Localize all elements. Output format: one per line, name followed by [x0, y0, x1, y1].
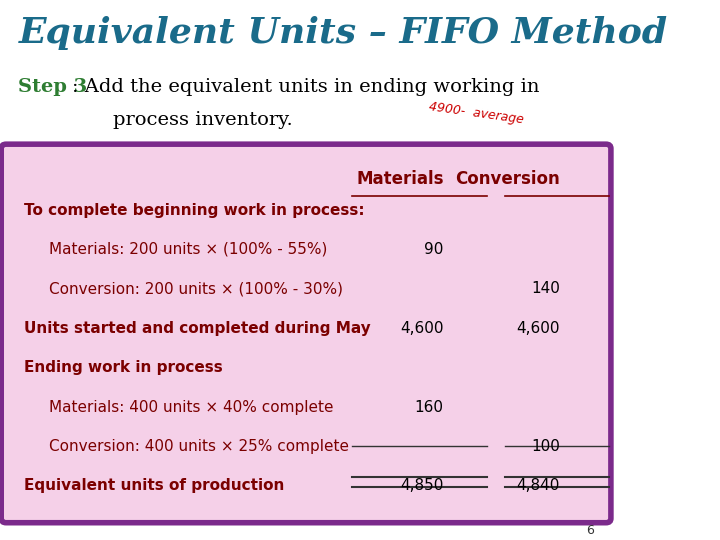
Text: Ending work in process: Ending work in process — [24, 360, 223, 375]
Text: Conversion: 400 units × 25% complete: Conversion: 400 units × 25% complete — [49, 439, 349, 454]
Text: 4900-  average: 4900- average — [428, 100, 525, 126]
FancyBboxPatch shape — [1, 144, 611, 523]
Text: To complete beginning work in process:: To complete beginning work in process: — [24, 202, 365, 218]
Text: Equivalent units of production: Equivalent units of production — [24, 478, 285, 494]
Text: Conversion: 200 units × (100% - 30%): Conversion: 200 units × (100% - 30%) — [49, 281, 343, 296]
Text: Materials: 400 units × 40% complete: Materials: 400 units × 40% complete — [49, 400, 333, 415]
Text: 4,600: 4,600 — [400, 321, 444, 336]
Text: Materials: 200 units × (100% - 55%): Materials: 200 units × (100% - 55%) — [49, 242, 328, 257]
Text: 140: 140 — [531, 281, 560, 296]
Text: 90: 90 — [424, 242, 444, 257]
Text: 4,850: 4,850 — [400, 478, 444, 494]
Text: 4,840: 4,840 — [517, 478, 560, 494]
Text: Materials: Materials — [356, 170, 444, 188]
Text: Equivalent Units – FIFO Method: Equivalent Units – FIFO Method — [19, 16, 667, 50]
Text: Conversion: Conversion — [455, 170, 560, 188]
Text: 100: 100 — [531, 439, 560, 454]
Text: 160: 160 — [415, 400, 444, 415]
Text: 4,600: 4,600 — [517, 321, 560, 336]
Text: Step 3: Step 3 — [19, 78, 88, 96]
Text: 6: 6 — [586, 524, 594, 537]
Text: Units started and completed during May: Units started and completed during May — [24, 321, 372, 336]
Text: : Add the equivalent units in ending working in: : Add the equivalent units in ending wor… — [72, 78, 540, 96]
Text: process inventory.: process inventory. — [113, 111, 293, 129]
